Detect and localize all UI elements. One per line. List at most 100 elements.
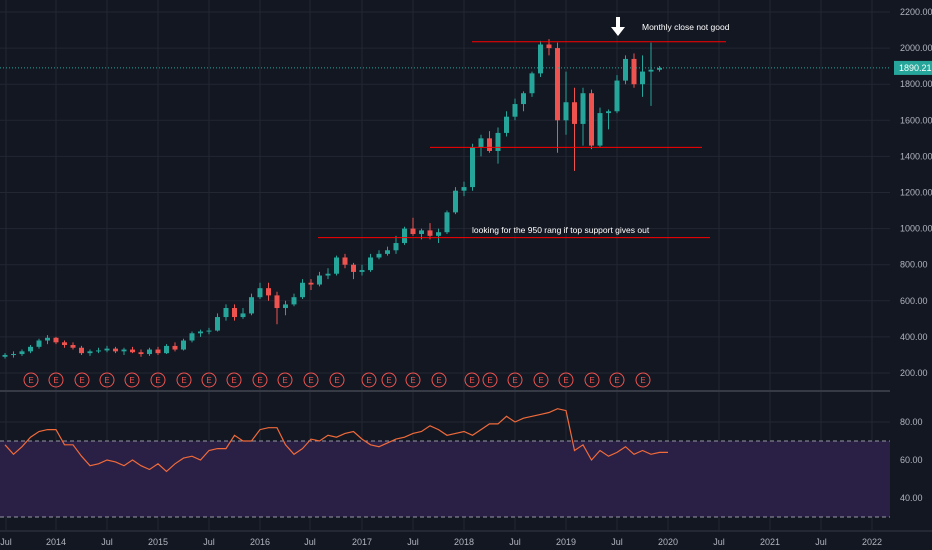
candle[interactable] [155, 346, 161, 355]
candle[interactable] [385, 246, 390, 256]
candle[interactable] [325, 268, 331, 280]
candle[interactable] [342, 253, 348, 269]
candle[interactable] [181, 338, 186, 351]
earnings-marker[interactable]: E [124, 372, 140, 388]
candle[interactable] [206, 327, 212, 335]
earnings-marker[interactable]: E [48, 372, 64, 388]
candle[interactable] [427, 223, 433, 240]
candle[interactable] [249, 293, 254, 316]
candle[interactable] [606, 109, 611, 130]
candle[interactable] [36, 338, 42, 349]
candle[interactable] [623, 55, 628, 85]
candle[interactable] [614, 75, 620, 114]
candle[interactable] [589, 89, 594, 150]
earnings-marker[interactable]: E [201, 372, 217, 388]
candle[interactable] [580, 87, 586, 146]
candle[interactable] [2, 353, 8, 359]
candle[interactable] [317, 271, 322, 287]
candle[interactable] [444, 210, 450, 235]
candle[interactable] [257, 282, 263, 299]
candle[interactable] [283, 300, 288, 316]
candle[interactable] [45, 335, 50, 345]
time-axis[interactable]: Jul 2014 Jul 2015 Jul 2016 Jul 2017 Jul 2018 Jul 20… [0, 537, 882, 547]
earnings-marker[interactable]: E [303, 372, 319, 388]
candle[interactable] [300, 279, 305, 299]
candle[interactable] [555, 42, 560, 153]
candle[interactable] [529, 71, 535, 97]
earnings-marker[interactable]: E [405, 372, 421, 388]
candle[interactable] [121, 347, 127, 355]
candle[interactable] [198, 329, 203, 337]
candle[interactable] [11, 351, 16, 358]
candle[interactable] [487, 131, 492, 153]
candle[interactable] [79, 345, 84, 355]
candle[interactable] [223, 304, 229, 321]
candle[interactable] [172, 342, 178, 352]
candle[interactable] [87, 349, 93, 356]
earnings-marker[interactable]: E [176, 372, 192, 388]
candle[interactable] [28, 345, 33, 354]
earnings-marker[interactable]: E [361, 372, 377, 388]
candle[interactable] [563, 71, 569, 135]
candle[interactable] [597, 107, 603, 148]
earnings-marker[interactable]: E [533, 372, 549, 388]
candle[interactable] [402, 226, 407, 245]
candle[interactable] [495, 127, 501, 164]
candle[interactable] [478, 134, 484, 157]
candle[interactable] [538, 40, 543, 77]
earnings-marker[interactable]: E [99, 372, 115, 388]
candle[interactable] [130, 346, 135, 354]
candle[interactable] [512, 98, 518, 121]
earnings-marker[interactable]: E [150, 372, 166, 388]
candle[interactable] [19, 349, 25, 356]
candle[interactable] [53, 336, 59, 345]
candle[interactable] [640, 55, 645, 97]
candle[interactable] [657, 66, 662, 72]
earnings-marker[interactable]: E [635, 372, 651, 388]
candle[interactable] [436, 228, 441, 244]
earnings-marker[interactable]: E [23, 372, 39, 388]
candle[interactable] [232, 304, 237, 321]
candle[interactable] [393, 235, 399, 254]
earnings-marker[interactable]: E [431, 372, 447, 388]
earnings-marker[interactable]: E [252, 372, 268, 388]
candle[interactable] [334, 255, 339, 276]
candle[interactable] [504, 111, 509, 137]
candle[interactable] [96, 347, 101, 354]
candle[interactable] [70, 342, 76, 350]
candle[interactable] [215, 313, 220, 332]
candle[interactable] [461, 181, 467, 197]
candle[interactable] [266, 282, 271, 301]
earnings-marker[interactable]: E [482, 372, 498, 388]
candle[interactable] [274, 291, 280, 325]
earnings-marker[interactable]: E [277, 372, 293, 388]
candle[interactable] [648, 42, 654, 106]
earnings-marker[interactable]: E [329, 372, 345, 388]
candle[interactable] [359, 264, 365, 276]
earnings-marker[interactable]: E [584, 372, 600, 388]
candle[interactable] [368, 253, 373, 272]
earnings-marker[interactable]: E [507, 372, 523, 388]
candle[interactable] [189, 331, 195, 343]
earnings-marker[interactable]: E [558, 372, 574, 388]
earnings-marker[interactable]: E [464, 372, 480, 388]
earnings-marker[interactable]: E [381, 372, 397, 388]
earnings-marker[interactable]: E [226, 372, 242, 388]
candle[interactable] [376, 250, 382, 260]
candle[interactable] [240, 308, 246, 319]
earnings-marker[interactable]: E [74, 372, 90, 388]
candle[interactable] [113, 346, 118, 354]
candle[interactable] [351, 262, 356, 280]
candle[interactable] [631, 53, 637, 88]
candle[interactable] [410, 217, 416, 236]
candle[interactable] [521, 91, 526, 112]
candle[interactable] [308, 279, 314, 290]
earnings-marker[interactable]: E [609, 372, 625, 388]
price-axis[interactable]: 2200.00 2000.00 1800.00 1600.00 1400.00 1200.… [890, 0, 932, 530]
candle[interactable] [291, 293, 297, 307]
candle[interactable] [104, 345, 110, 353]
candle[interactable] [147, 347, 152, 356]
candle[interactable] [572, 87, 577, 171]
